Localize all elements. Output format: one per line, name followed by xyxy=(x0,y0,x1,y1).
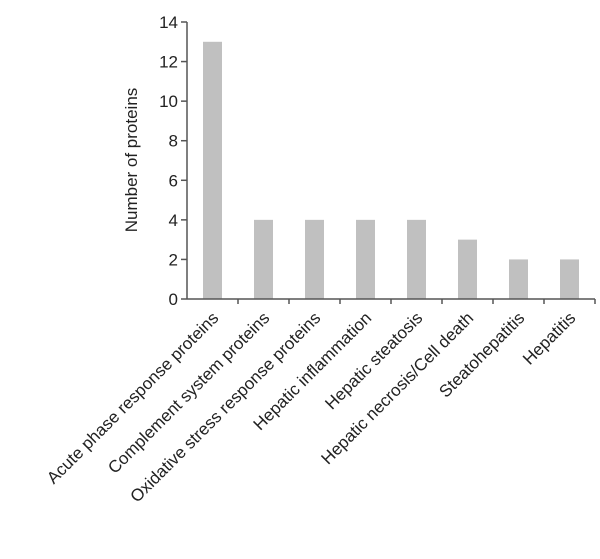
x-category-label: Hepatitis xyxy=(519,308,579,368)
y-tick-label: 12 xyxy=(159,53,178,72)
y-axis-title: Number of proteins xyxy=(122,88,141,233)
y-tick-label: 2 xyxy=(169,250,178,269)
x-categories-group: Acute phase response proteinsComplement … xyxy=(43,308,579,506)
bar xyxy=(458,239,477,299)
bar xyxy=(305,219,324,299)
bars-group xyxy=(203,41,579,300)
y-ticks-group: 0 2 4 6 8 10 12 14 xyxy=(159,13,187,309)
bar xyxy=(254,219,273,299)
x-category-label: Oxidative stress response proteins xyxy=(126,308,324,506)
bar xyxy=(407,219,426,299)
y-tick-label: 6 xyxy=(169,171,178,190)
y-tick-label: 8 xyxy=(169,132,178,151)
bar xyxy=(560,259,579,299)
y-tick-label: 14 xyxy=(159,13,178,32)
y-tick-label: 4 xyxy=(169,211,178,230)
bar xyxy=(203,41,222,300)
y-tick-label: 0 xyxy=(169,290,178,309)
bar xyxy=(509,259,528,299)
axes-group xyxy=(186,22,596,304)
bar xyxy=(356,219,375,299)
y-tick-label: 10 xyxy=(159,92,178,111)
